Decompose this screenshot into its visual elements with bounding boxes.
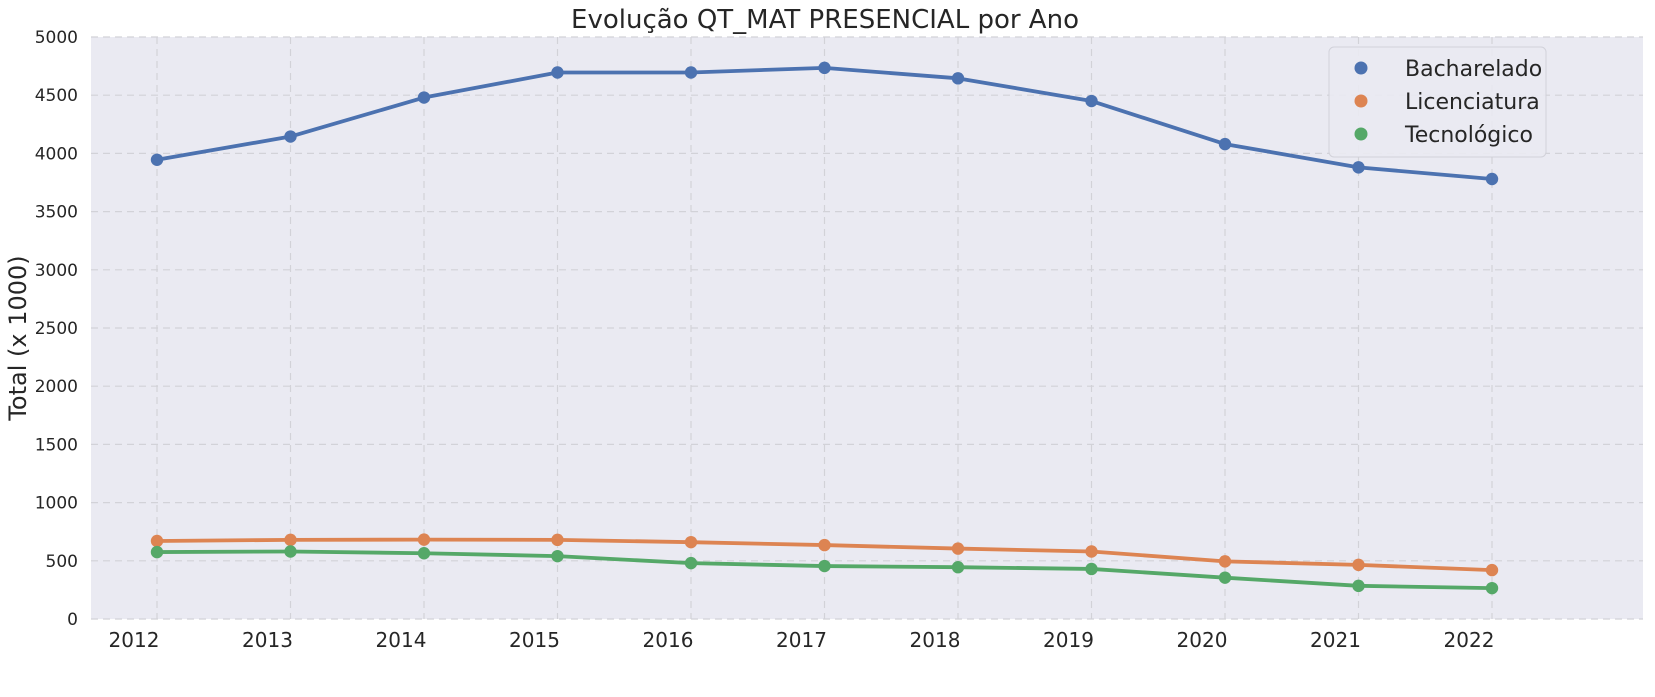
- x-tick-label: 2021: [1310, 628, 1361, 652]
- y-tick-label: 2500: [35, 319, 78, 339]
- x-tick-label: 2013: [242, 628, 293, 652]
- data-point: [1485, 581, 1499, 595]
- legend-label: Tecnológico: [1404, 123, 1533, 148]
- y-tick-label: 5000: [35, 28, 78, 48]
- legend: Bacharelado Licenciatura Tecnológico: [1328, 46, 1547, 158]
- data-point: [551, 66, 564, 79]
- series-bacharelado: [150, 61, 1499, 186]
- data-point: [1085, 545, 1098, 558]
- y-tick-label: 4500: [35, 86, 78, 106]
- y-tick-label: 3000: [35, 261, 78, 281]
- y-axis: 0 500 1000 1500 2000 2500 3000 3500 4000 4500 5000: [35, 28, 78, 630]
- y-axis-label: Total (x 1000): [4, 255, 32, 421]
- data-point: [951, 561, 965, 574]
- data-point: [1218, 137, 1232, 151]
- data-point: [1352, 161, 1365, 174]
- data-point: [551, 533, 564, 547]
- data-point: [1218, 555, 1232, 568]
- legend-label: Bacharelado: [1405, 57, 1542, 82]
- data-point: [1085, 94, 1098, 108]
- data-point: [818, 559, 831, 573]
- data-point: [417, 547, 431, 560]
- y-tick-label: 1000: [35, 494, 78, 514]
- data-point: [150, 153, 164, 167]
- data-point: [1352, 558, 1365, 572]
- x-tick-label: 2020: [1177, 628, 1228, 652]
- y-tick-label: 0: [67, 610, 78, 630]
- legend-marker: [1354, 127, 1368, 141]
- x-tick-label: 2014: [376, 628, 427, 652]
- data-point: [818, 61, 831, 75]
- data-point: [951, 72, 965, 85]
- grid: [91, 36, 1643, 620]
- data-point: [951, 542, 965, 555]
- x-tick-label: 2018: [910, 628, 961, 652]
- x-tick-label: 2016: [643, 628, 694, 652]
- chart-title: Evolução QT_MAT PRESENCIAL por Ano: [571, 5, 1079, 35]
- series-licenciatura: [150, 533, 1499, 577]
- x-tick-label: 2015: [509, 628, 560, 652]
- series-tecnológico: [150, 545, 1499, 595]
- data-point: [284, 130, 297, 143]
- x-tick-label: 2019: [1043, 628, 1094, 652]
- data-point: [1085, 562, 1098, 576]
- x-tick-label: 2012: [109, 628, 160, 652]
- data-point: [417, 91, 431, 104]
- y-tick-label: 3500: [35, 203, 78, 223]
- data-point: [284, 545, 297, 558]
- data-point: [284, 533, 297, 547]
- y-tick-label: 2000: [35, 377, 78, 397]
- x-tick-label: 2022: [1444, 628, 1495, 652]
- data-point: [417, 533, 431, 546]
- y-tick-label: 1500: [35, 435, 78, 455]
- y-tick-label: 4000: [35, 144, 78, 164]
- data-point: [818, 538, 831, 552]
- x-tick-label: 2017: [776, 628, 827, 652]
- legend-marker: [1354, 94, 1368, 108]
- data-point: [1352, 579, 1365, 593]
- y-tick-label: 500: [46, 552, 78, 572]
- data-point: [551, 549, 564, 563]
- legend-box: [1328, 46, 1547, 158]
- data-point: [684, 556, 698, 570]
- data-point: [1485, 563, 1499, 577]
- x-axis: 2012 2013 2014 2015 2016 2017 2018 2019 2020 2021…: [109, 628, 1495, 652]
- data-point: [1218, 571, 1232, 584]
- series-layer: [150, 61, 1499, 595]
- legend-label: Licenciatura: [1405, 90, 1540, 115]
- data-point: [150, 545, 164, 559]
- data-point: [1485, 172, 1499, 186]
- data-point: [684, 535, 698, 549]
- data-point: [150, 534, 164, 548]
- legend-marker: [1354, 61, 1368, 75]
- data-point: [684, 66, 698, 79]
